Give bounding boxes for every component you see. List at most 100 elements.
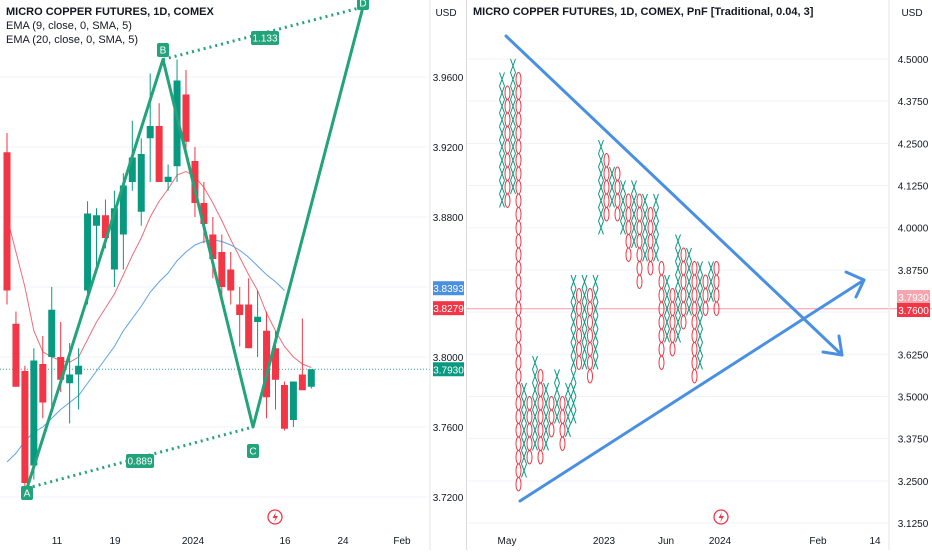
candle-body (110, 208, 118, 270)
pnf-x-box (554, 409, 560, 424)
pnf-x-box (510, 153, 516, 168)
arrowhead-up (844, 270, 866, 299)
pnf-o-box (647, 260, 654, 276)
pnf-x-box (570, 301, 577, 316)
right-y-tick-label: 3.2500 (898, 477, 929, 488)
pnf-o-box (680, 247, 687, 262)
right-y-tick-label: 4.5000 (898, 55, 929, 66)
pnf-x-box (653, 220, 659, 235)
pnf-x-box (598, 139, 604, 154)
pnf-o-box (691, 260, 698, 276)
pnf-x-box (598, 207, 604, 222)
pnf-o-box (603, 152, 610, 168)
pattern-legs (25, 6, 365, 489)
bolt-icon-glyph (272, 512, 278, 523)
candle-body (227, 269, 235, 291)
pnf-o-box (669, 328, 676, 343)
pnf-o-box (515, 166, 522, 181)
candle-body (21, 371, 29, 483)
pnf-o-box (680, 314, 687, 330)
pnf-x-box (499, 85, 505, 100)
candle (30, 348, 38, 480)
trendline-upper[interactable] (504, 34, 844, 357)
candle-body (236, 304, 244, 315)
pnf-x-column (609, 166, 615, 208)
pnf-x-box (620, 193, 626, 208)
abcd-pattern: 1.133 0.889 A B C D (21, 0, 369, 500)
ratio-box (126, 454, 154, 468)
pnf-o-box (515, 476, 522, 492)
pnf-x-box (708, 274, 714, 289)
pnf-x-box (499, 166, 505, 181)
pnf-x-box (499, 180, 505, 195)
pnf-x-box (697, 261, 703, 276)
pnf-x-box (532, 409, 538, 424)
pnf-o-box (504, 152, 511, 168)
pnf-o-box (548, 422, 555, 438)
candle (48, 287, 56, 410)
candle-body (30, 360, 38, 466)
pnf-x-box (592, 328, 599, 343)
pnf-x-box (609, 180, 615, 195)
pnf-x-column (642, 193, 648, 262)
left-currency-label: USD (435, 8, 456, 19)
pnf-x-column (598, 139, 604, 235)
pnf-o-box (559, 422, 566, 438)
pnf-x-box (510, 139, 516, 154)
candle-body (12, 323, 20, 387)
candle-body (173, 80, 181, 167)
pnf-x-box (653, 193, 659, 208)
pnf-o-box (576, 355, 582, 370)
right-y-tick-label: 3.5000 (898, 392, 929, 403)
pnf-x-column (653, 193, 659, 262)
pnf-x-box (675, 234, 681, 249)
right-x-tick-label: Feb (809, 536, 827, 547)
pnf-x-box (570, 288, 577, 303)
pnf-x-box (565, 423, 571, 438)
pnf-x-box (510, 58, 516, 73)
pnf-x-box (532, 355, 538, 370)
right-x-tick-label: May (498, 536, 517, 547)
pnf-o-box (691, 314, 698, 330)
bolt-icon[interactable] (267, 509, 283, 525)
ratio-label: 1.133 (252, 34, 277, 45)
pattern-point-badge (357, 0, 369, 10)
pnf-x-box (510, 166, 516, 181)
pnf-x-box (581, 288, 588, 303)
pnf-o-box (636, 247, 643, 262)
pnf-x-box (642, 234, 648, 249)
candle (307, 369, 315, 389)
arrowhead-down (821, 334, 844, 357)
right-x-tick-label: Jun (658, 536, 674, 547)
pnf-o-box (636, 260, 643, 276)
pnf-x-box (565, 382, 571, 397)
pnf-o-box (504, 112, 511, 127)
pnf-x-box (581, 342, 588, 357)
bolt-icon[interactable] (713, 509, 729, 525)
pnf-x-box (598, 180, 604, 195)
pnf-x-box (642, 207, 648, 222)
pnf-o-box (647, 206, 654, 222)
pnf-o-box (587, 287, 593, 303)
pnf-x-box (521, 436, 527, 451)
pnf-o-box (515, 409, 522, 424)
pattern-point-badge (21, 486, 33, 500)
pnf-x-box (532, 423, 538, 438)
right-y-tick-label: 3.3750 (898, 435, 929, 446)
pnf-x-column (543, 382, 549, 451)
pnf-x-box (581, 328, 588, 343)
pnf-o-box (515, 71, 522, 87)
candle-body (119, 185, 127, 235)
candle (12, 311, 20, 387)
pnf-x-box (708, 288, 714, 303)
pnf-x-column (554, 369, 560, 424)
pnf-x-box (631, 207, 637, 222)
trendline-lower[interactable] (518, 278, 866, 503)
pattern-point-badge (157, 43, 169, 57)
candle-body (218, 252, 226, 287)
pnf-x-box (554, 396, 560, 411)
pnf-x-box (631, 193, 637, 208)
pnf-x-box (510, 112, 516, 127)
left-x-tick-label: 2024 (182, 536, 205, 547)
pnf-o-box (504, 139, 511, 154)
